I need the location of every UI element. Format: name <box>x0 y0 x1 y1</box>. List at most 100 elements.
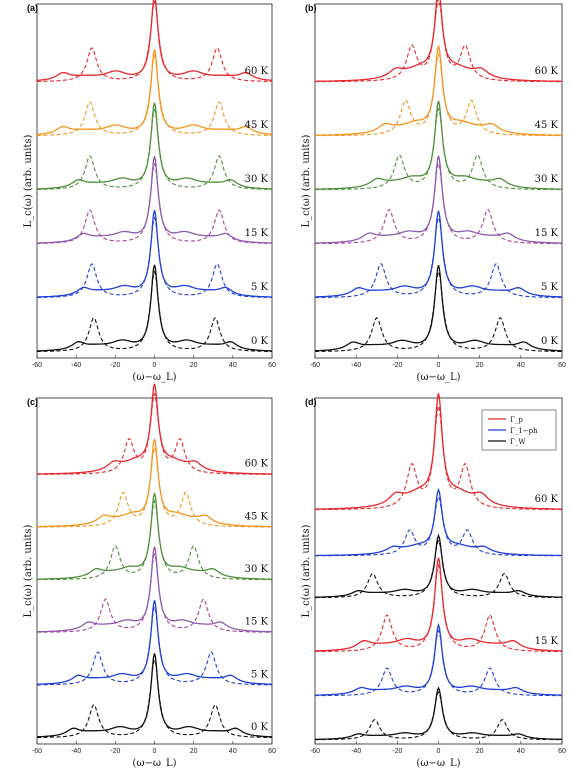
x-tick-label: -20 <box>392 362 402 369</box>
x-tick-label: -60 <box>310 362 320 369</box>
temperature-label: 60 K <box>535 494 559 505</box>
temperature-label: 0 K <box>251 722 269 733</box>
temperature-label: 30 K <box>245 564 269 575</box>
x-tick-label: 0 <box>153 748 157 755</box>
x-tick-label: 60 <box>558 748 566 755</box>
y-axis-label: L_c(ω) (arb. units) <box>301 524 312 617</box>
dashed-curve <box>37 499 272 581</box>
x-tick-label: -40 <box>71 362 81 369</box>
dashed-curve <box>37 54 272 136</box>
solid-curve <box>314 100 563 190</box>
dashed-curve <box>315 216 562 299</box>
temperature-label: 30 K <box>245 174 269 185</box>
panel-label: (d) <box>305 397 317 407</box>
x-tick-label: 0 <box>437 748 441 755</box>
panel-3: -60 -40 -20 0 20 40 60 (ω−ω_L) L_c(ω) (arb. unit… <box>23 383 276 768</box>
dashed-curve <box>37 216 272 298</box>
solid-curve <box>315 210 562 298</box>
x-tick-label: -60 <box>310 748 320 755</box>
x-tick-label: 20 <box>476 748 484 755</box>
dashed-curve <box>314 495 563 557</box>
x-tick-label: 40 <box>517 362 525 369</box>
temperature-label: 60 K <box>245 66 269 77</box>
temperature-label: 0 K <box>251 336 269 347</box>
x-tick-label: 40 <box>517 748 525 755</box>
x-tick-label: -40 <box>71 748 81 755</box>
temperature-label: 45 K <box>535 120 559 131</box>
dashed-curve <box>315 0 562 83</box>
dashed-curve <box>315 539 562 599</box>
temperature-label: 30 K <box>535 174 559 185</box>
solid-curve <box>36 600 273 685</box>
dashed-curve <box>315 691 562 741</box>
x-tick-label: 20 <box>476 362 484 369</box>
solid-curve <box>315 45 562 136</box>
dashed-curve <box>36 270 273 353</box>
y-axis-label: L_c(ω) (arb. units) <box>23 134 34 227</box>
x-tick-label: -20 <box>110 362 120 369</box>
dashed-curve <box>37 0 272 82</box>
temperature-label: 0 K <box>541 336 559 347</box>
solid-curve <box>36 546 273 633</box>
legend-label: Γ_p <box>510 416 523 424</box>
solid-curve <box>37 156 272 244</box>
x-tick-label: -40 <box>351 748 361 755</box>
panel-2: -60 -40 -20 0 20 40 60 (ω−ω_L) L_c(ω) (arb. unit… <box>301 0 566 383</box>
solid-curve <box>37 653 272 738</box>
y-axis-label: L_c(ω) (arb. units) <box>301 134 312 227</box>
solid-curve <box>37 210 272 298</box>
x-tick-label: 60 <box>558 362 566 369</box>
dashed-curve <box>37 658 272 739</box>
temperature-label: 15 K <box>245 617 269 628</box>
temperature-label: 15 K <box>245 228 269 239</box>
temperature-label: 45 K <box>245 511 269 522</box>
dashed-curve <box>37 108 272 190</box>
dashed-curve <box>315 563 562 653</box>
x-tick-label: 60 <box>268 362 276 369</box>
solid-curve <box>37 438 272 528</box>
temperature-label: 5 K <box>541 282 559 293</box>
legend-label: Γ_1−ph <box>510 427 538 435</box>
panel-1: -60 -40 -20 0 20 40 60 (ω−ω_L) L_c(ω) (arb. unit… <box>23 0 276 383</box>
x-axis-label: (ω−ω_L) <box>416 372 460 383</box>
x-tick-label: -60 <box>32 748 42 755</box>
solid-curve <box>315 487 562 557</box>
temperature-label: 15 K <box>535 636 559 647</box>
x-tick-label: 20 <box>190 362 198 369</box>
temperature-label: 60 K <box>245 459 269 470</box>
dashed-curve <box>315 107 562 191</box>
x-tick-label: -60 <box>32 362 42 369</box>
panel-label: (b) <box>305 3 317 13</box>
plot-frame <box>36 397 273 745</box>
x-tick-label: 0 <box>153 362 157 369</box>
panel-label: (c) <box>27 397 38 407</box>
panel-label: (a) <box>27 3 38 13</box>
solid-curve <box>37 0 272 81</box>
x-axis-label: (ω−ω_L) <box>132 758 176 768</box>
dashed-curve <box>315 52 562 137</box>
dashed-curve <box>37 446 272 528</box>
solid-curve <box>315 393 562 510</box>
x-axis-label: (ω−ω_L) <box>132 372 176 383</box>
temperature-label: 60 K <box>535 66 559 77</box>
x-tick-label: 20 <box>190 748 198 755</box>
panel-4: -60 -40 -20 0 20 40 60 (ω−ω_L) L_c(ω) (arb. unit… <box>301 393 566 768</box>
x-tick-label: -40 <box>351 362 361 369</box>
x-axis-label: (ω−ω_L) <box>416 758 460 768</box>
x-tick-label: 0 <box>437 362 441 369</box>
solid-curve <box>37 383 272 475</box>
solid-curve <box>314 155 563 244</box>
dashed-curve <box>37 392 272 475</box>
y-axis-label: L_c(ω) (arb. units) <box>23 524 34 617</box>
x-tick-label: -20 <box>110 748 120 755</box>
solid-curve <box>315 557 562 652</box>
x-tick-label: 60 <box>268 748 276 755</box>
dashed-curve <box>315 161 562 245</box>
dashed-curve <box>315 629 562 697</box>
dashed-curve <box>37 605 272 686</box>
plot-frame <box>314 3 563 359</box>
temperature-label: 5 K <box>251 669 269 680</box>
temperature-label: 15 K <box>535 228 559 239</box>
dashed-curve <box>315 270 562 353</box>
